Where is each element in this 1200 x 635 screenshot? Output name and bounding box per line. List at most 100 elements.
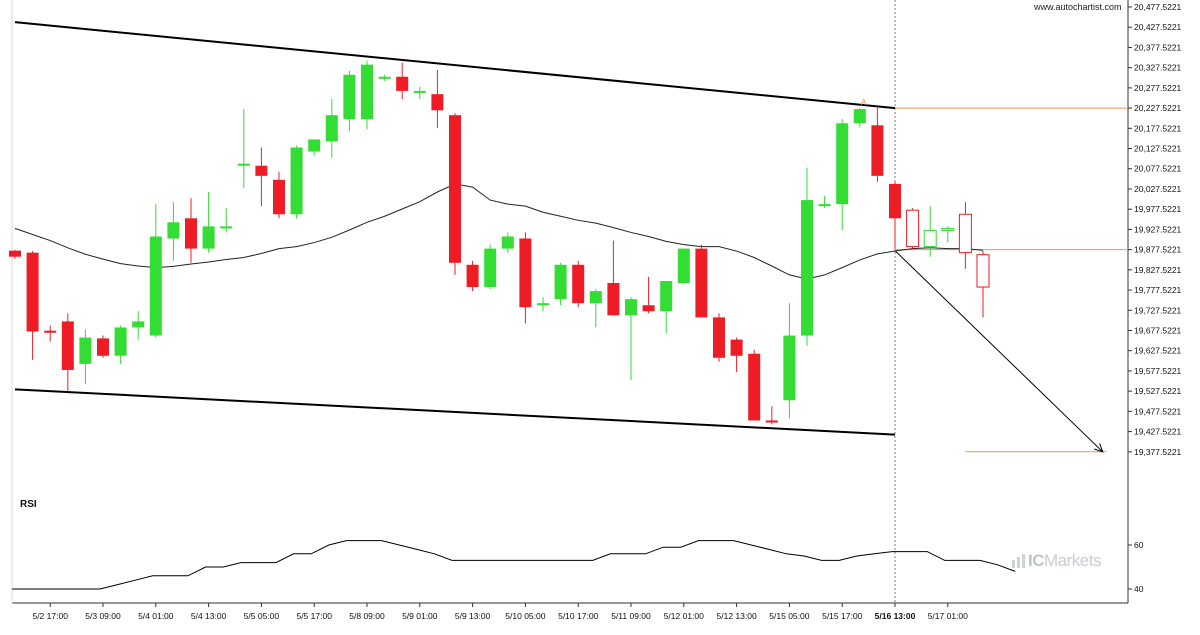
price-tick-label: 19,427.5221	[1134, 427, 1182, 437]
candle-body	[889, 183, 901, 219]
price-tick-label: 20,477.5221	[1134, 2, 1182, 12]
candle-body	[413, 90, 426, 93]
candle-body	[220, 226, 233, 229]
candle-body	[431, 94, 444, 111]
brand-suffix: Markets	[1044, 551, 1101, 570]
time-tick-label: 5/8 09:00	[349, 611, 385, 621]
time-tick-label: 5/12 01:00	[664, 611, 704, 621]
time-tick-label: 5/10 17:00	[558, 611, 598, 621]
price-tick-label: 20,427.5221	[1134, 22, 1182, 32]
time-tick-label: 5/4 01:00	[138, 611, 174, 621]
candle-body	[44, 330, 57, 333]
candle-body	[61, 321, 74, 370]
candle-body	[185, 218, 197, 249]
watermark-text: www.autochartist.com	[1034, 2, 1122, 12]
price-tick-label: 20,077.5221	[1134, 164, 1182, 174]
time-tick-label: 5/10 05:00	[505, 611, 545, 621]
candle-body	[343, 74, 356, 120]
candle-body	[149, 236, 162, 336]
time-tick-label: 5/15 05:00	[769, 611, 809, 621]
price-tick-label: 20,127.5221	[1134, 144, 1182, 154]
price-tick-label: 19,477.5221	[1134, 406, 1182, 416]
candle-body	[765, 420, 778, 423]
candle-body	[923, 229, 937, 248]
candle-body	[836, 123, 849, 205]
price-tick-label: 19,677.5221	[1134, 325, 1182, 335]
time-tick-label: 5/17 01:00	[928, 611, 968, 621]
candle-body	[713, 317, 725, 358]
candle-body	[202, 226, 215, 249]
candle-body	[449, 115, 461, 263]
time-tick-label: 5/9 13:00	[455, 611, 491, 621]
candle-body	[484, 248, 497, 288]
candle-body	[607, 282, 620, 316]
candle-body	[501, 236, 514, 249]
time-tick-label: 5/11 09:00	[611, 611, 651, 621]
time-tick-label: 5/16 13:00	[875, 611, 916, 621]
price-tick-label: 19,877.5221	[1134, 245, 1182, 255]
candle-body	[572, 264, 585, 304]
channel-upper-line	[14, 21, 896, 110]
price-tick-label: 19,777.5221	[1134, 285, 1182, 295]
candle-body	[396, 76, 409, 91]
forecast-arrow-line	[894, 250, 1104, 453]
time-tick-label: 5/4 13:00	[191, 611, 227, 621]
candle-body	[519, 238, 532, 308]
price-tick-label: 19,527.5221	[1134, 386, 1182, 396]
breakout-point-label: A	[861, 98, 867, 107]
candle-body	[818, 204, 831, 207]
time-tick-label: 5/12 13:00	[717, 611, 757, 621]
candle-body	[79, 337, 92, 364]
price-tick-label: 19,827.5221	[1134, 265, 1182, 275]
candle-body	[237, 163, 250, 166]
candle-body	[325, 115, 338, 142]
price-tick-label: 19,577.5221	[1134, 366, 1182, 376]
candle-body	[941, 227, 955, 231]
time-tick-label: 5/15 17:00	[822, 611, 862, 621]
price-tick-label: 20,027.5221	[1134, 184, 1182, 194]
candle-body	[9, 250, 21, 257]
brand-prefix: IC	[1028, 551, 1045, 570]
candle-body	[748, 353, 761, 421]
price-tick-label: 19,927.5221	[1134, 224, 1182, 234]
candle-body	[132, 321, 145, 328]
candle-body	[290, 147, 303, 215]
time-tick-label: 5/2 17:00	[32, 611, 68, 621]
forecast-arrow-head	[1093, 443, 1104, 453]
candle-body	[308, 139, 321, 152]
time-tick-label: 5/5 17:00	[296, 611, 332, 621]
candle-body	[958, 213, 972, 254]
candle-body	[906, 209, 920, 248]
candle-body	[114, 327, 127, 356]
moving-average-line	[14, 183, 984, 280]
candle-body	[361, 64, 373, 120]
candle-body	[677, 248, 690, 283]
candle-body	[660, 280, 673, 312]
candle-body	[730, 339, 743, 356]
rsi-line	[12, 540, 1016, 590]
candle-body	[273, 179, 285, 215]
price-tick-label: 20,377.5221	[1134, 42, 1182, 52]
price-tick-label: 19,727.5221	[1134, 305, 1182, 315]
price-tick-label: 19,377.5221	[1134, 447, 1182, 457]
rsi-tick-label: 40	[1134, 584, 1144, 594]
price-tick-label: 20,227.5221	[1134, 103, 1182, 113]
candle-body	[783, 335, 796, 401]
rsi-tick-label: 60	[1134, 540, 1144, 550]
candle-body	[466, 264, 479, 288]
candle-body	[255, 165, 268, 176]
time-tick-label: 5/3 09:00	[85, 611, 121, 621]
candle-body	[589, 291, 602, 304]
rsi-panel-label: RSI	[20, 499, 37, 510]
channel-lower-line	[14, 388, 896, 436]
candle-body	[26, 252, 39, 332]
candle-body	[853, 109, 866, 124]
price-tick-label: 20,327.5221	[1134, 63, 1182, 73]
candle-body	[167, 222, 180, 239]
brand-bars-icon	[1012, 554, 1025, 568]
candle-body	[537, 303, 549, 306]
candle-body	[976, 254, 990, 288]
price-tick-label: 19,977.5221	[1134, 204, 1182, 214]
